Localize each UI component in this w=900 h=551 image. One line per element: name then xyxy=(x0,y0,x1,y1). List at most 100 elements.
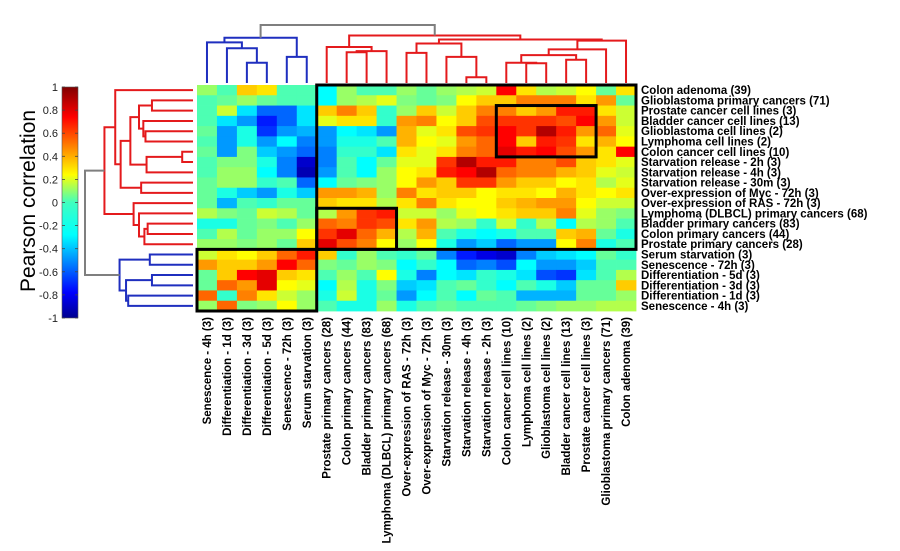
heatmap-cell xyxy=(616,239,637,250)
heatmap-cell xyxy=(596,300,617,312)
heatmap-cell xyxy=(576,85,597,96)
heatmap-cell xyxy=(216,208,238,219)
heatmap-cell xyxy=(456,249,477,261)
heatmap-cell xyxy=(356,290,377,302)
heatmap-cell xyxy=(516,156,537,168)
heatmap-cell xyxy=(516,177,537,189)
heatmap-cell xyxy=(436,208,457,219)
heatmap-cell xyxy=(356,300,377,312)
heatmap-cell xyxy=(456,187,477,199)
heatmap-cell xyxy=(416,218,437,230)
heatmap-cell xyxy=(276,300,298,312)
heatmap-cell xyxy=(536,239,557,250)
heatmap-cell xyxy=(376,85,397,96)
heatmap-cell xyxy=(256,208,278,219)
dendrogram-branch xyxy=(576,39,628,83)
heatmap-cell xyxy=(536,218,557,230)
heatmap-cell xyxy=(476,167,497,178)
colorbar-tick-label: -0.8 xyxy=(39,290,58,302)
dendrogram-branch xyxy=(505,61,538,83)
heatmap-cell xyxy=(576,177,597,189)
heatmap-cell xyxy=(396,156,417,168)
dendrogram-branch xyxy=(465,76,488,83)
heatmap-cell xyxy=(476,249,497,261)
heatmap-cell xyxy=(236,239,258,250)
heatmap-cell xyxy=(396,105,417,117)
heatmap-cell xyxy=(496,167,517,178)
row-labels: Colon adenoma (39)Glioblastoma primary c… xyxy=(641,85,868,313)
heatmap-cell xyxy=(356,198,377,209)
heatmap-cell xyxy=(416,95,437,106)
heatmap-cell xyxy=(436,249,457,261)
heatmap-cell xyxy=(436,300,457,312)
heatmap-cell xyxy=(336,198,358,209)
heatmap-cell xyxy=(276,239,298,250)
heatmap-cell xyxy=(516,228,537,240)
column-label: Prostate primary cancers (28) xyxy=(322,317,334,479)
column-label: Senescence - 4h (3) xyxy=(202,317,214,425)
heatmap-cell xyxy=(556,280,577,291)
heatmap-cell xyxy=(356,208,377,219)
heatmap-cell xyxy=(336,269,358,281)
colorbar-tick-label: 0.8 xyxy=(43,105,58,117)
heatmap-cell xyxy=(336,228,358,240)
heatmap-cell xyxy=(456,156,477,168)
heatmap-cell xyxy=(536,85,557,96)
heatmap-cell xyxy=(336,259,358,271)
heatmap-cell xyxy=(376,105,397,117)
heatmap-cell xyxy=(416,167,437,178)
heatmap-cell xyxy=(496,126,517,137)
heatmap-cell xyxy=(336,105,358,117)
heatmap-cell xyxy=(476,146,497,158)
heatmap-cell xyxy=(396,218,417,230)
cell-lines-cluster-box xyxy=(494,104,598,159)
heatmap-cell xyxy=(436,105,457,117)
heatmap-cell xyxy=(596,95,617,106)
row-label: Senescence - 72h (3) xyxy=(641,260,755,272)
heatmap-cell xyxy=(197,300,218,312)
heatmap-cell xyxy=(376,208,397,219)
heatmap-cell xyxy=(197,259,218,271)
heatmap-cell xyxy=(396,187,417,199)
heatmap-cell xyxy=(616,259,637,271)
heatmap-cell xyxy=(416,136,437,148)
heatmap-cell xyxy=(216,290,238,302)
heatmap-cell xyxy=(416,146,437,158)
heatmap-cell xyxy=(496,290,517,302)
heatmap-cell xyxy=(456,177,477,189)
dendrogram-branch xyxy=(348,34,522,48)
heatmap-cell xyxy=(316,177,338,189)
heatmap-cell xyxy=(496,156,517,168)
heatmap-cell xyxy=(396,167,417,178)
heatmap-cell xyxy=(376,156,397,168)
heatmap-cell xyxy=(496,177,517,189)
row-label: Differentiation - 1d (3) xyxy=(641,291,760,303)
heatmap-cell xyxy=(436,239,457,250)
heatmap-cell xyxy=(236,156,258,168)
highlight-boxes xyxy=(195,83,638,313)
heatmap-cell xyxy=(476,85,497,96)
heatmap-cell xyxy=(256,177,278,189)
heatmap-cell xyxy=(536,208,557,219)
heatmap-cell xyxy=(496,218,517,230)
heatmap-cell xyxy=(536,249,557,261)
heatmap-cell xyxy=(476,300,497,312)
heatmap-cell xyxy=(536,300,557,312)
heatmap-cell xyxy=(396,177,417,189)
heatmap-cell xyxy=(476,95,497,106)
heatmap-cell xyxy=(556,269,577,281)
heatmap-cell xyxy=(516,249,537,261)
heatmap-cell xyxy=(356,85,377,96)
heatmap-cell xyxy=(616,290,637,302)
heatmap-cell xyxy=(316,156,338,168)
heatmap-cell xyxy=(616,105,637,117)
heatmap-cell xyxy=(356,167,377,178)
heatmap-cell xyxy=(456,167,477,178)
heatmap-cell xyxy=(256,300,278,312)
heatmap-cell xyxy=(316,85,338,96)
heatmap-cell xyxy=(596,156,617,168)
heatmap-cell xyxy=(496,208,517,219)
heatmap-cell xyxy=(436,228,457,240)
column-label: Serum starvation (3) xyxy=(302,317,314,428)
heatmap-cell xyxy=(456,228,477,240)
